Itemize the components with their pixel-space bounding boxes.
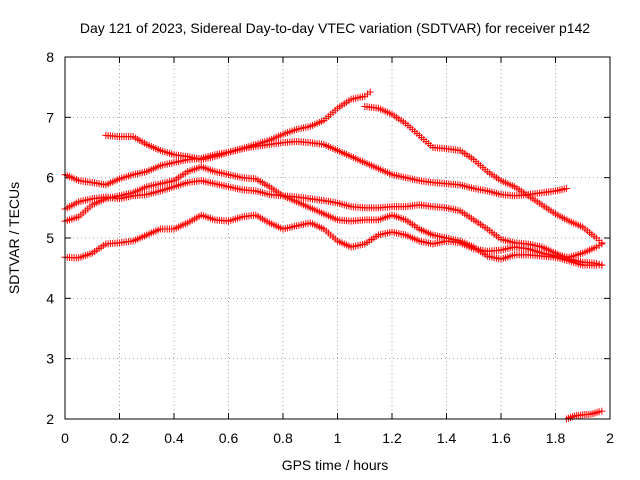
x-tick-label: 0.6 [219, 430, 239, 446]
y-tick-label: 7 [46, 109, 54, 125]
y-tick-label: 5 [46, 230, 54, 246]
y-tick-label: 6 [46, 170, 54, 186]
series-trace-5 [102, 88, 374, 164]
x-tick-label: 1.4 [437, 430, 457, 446]
x-tick-label: 0.4 [164, 430, 184, 446]
x-tick-label: 1.8 [546, 430, 566, 446]
x-tick-label: 1.2 [382, 430, 402, 446]
data-point [598, 261, 606, 269]
tick-labels: 0 0.2 0.4 0.6 0.8 1 1.2 1.4 1.6 1.8 2 2 3 4 5 6 7 8 [46, 49, 614, 446]
y-tick-label: 8 [46, 49, 54, 65]
data-point [562, 185, 570, 193]
x-tick-label: 1 [334, 430, 342, 446]
series-trace-2 [61, 163, 606, 269]
series-trace-3 [61, 177, 606, 269]
series-trace-7 [562, 407, 606, 423]
x-tick-label: 1.6 [491, 430, 511, 446]
x-tick-label: 0 [61, 430, 69, 446]
x-tick-label: 0.8 [273, 430, 293, 446]
series-trace-6 [361, 102, 606, 247]
y-tick-label: 3 [46, 351, 54, 367]
data-point [598, 407, 606, 415]
y-tick-label: 2 [46, 411, 54, 427]
x-tick-label: 0.2 [110, 430, 130, 446]
x-axis-label: GPS time / hours [282, 457, 389, 473]
data-points [61, 88, 606, 423]
axis-ticks [64, 56, 611, 420]
y-tick-label: 4 [46, 290, 54, 306]
plot-frame [64, 56, 611, 420]
data-point [366, 88, 374, 96]
chart-title: Day 121 of 2023, Sidereal Day-to-day VTE… [80, 20, 590, 36]
x-tick-label: 2 [606, 430, 614, 446]
y-axis-label: SDTVAR / TECUs [6, 182, 22, 294]
data-point [598, 239, 606, 247]
